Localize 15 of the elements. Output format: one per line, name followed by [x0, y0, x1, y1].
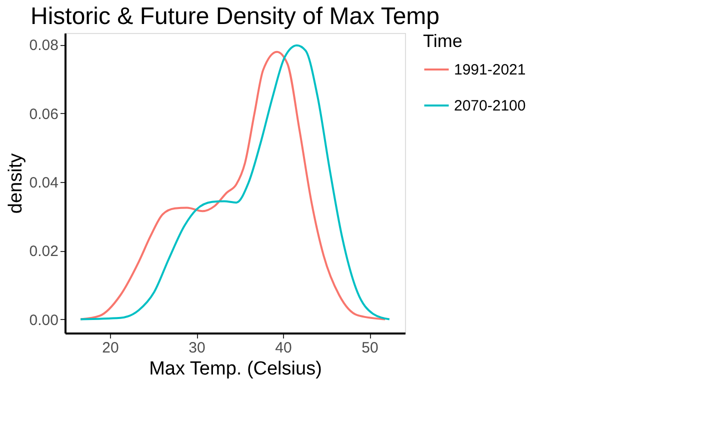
y-tick-label: 0.02 — [29, 243, 58, 260]
legend-title: Time — [423, 31, 462, 51]
legend-label: 1991-2021 — [454, 62, 526, 78]
y-axis-title: density — [5, 152, 26, 214]
x-axis-title: Max Temp. (Celsius) — [149, 358, 322, 380]
y-tick-label: 0.00 — [29, 312, 58, 329]
chart-title: Historic & Future Density of Max Temp — [30, 3, 440, 30]
x-tick-label: 20 — [102, 340, 119, 356]
x-tick-label: 40 — [275, 340, 292, 356]
x-tick-label: 50 — [362, 340, 378, 356]
legend-label: 2070-2100 — [454, 98, 526, 114]
y-tick-label: 0.04 — [29, 174, 58, 192]
x-tick-label: 30 — [188, 340, 206, 356]
y-tick-label: 0.08 — [29, 37, 58, 54]
y-tick-label: 0.06 — [29, 106, 58, 123]
